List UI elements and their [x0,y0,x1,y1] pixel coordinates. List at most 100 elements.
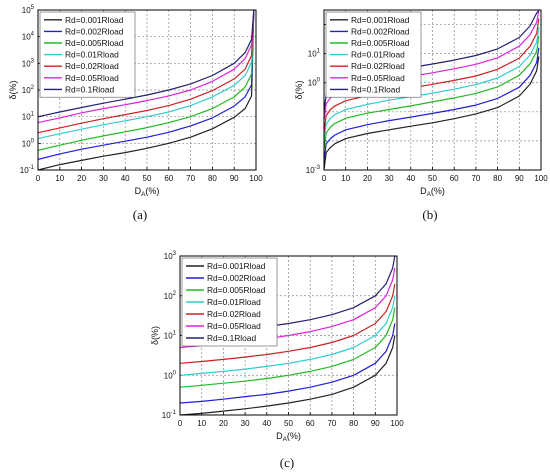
legend-label: Rd=0.002Rload [207,273,266,283]
series-line-2 [324,47,540,162]
legend-label: Rd=0.1Rload [207,333,256,343]
x-tick-label: 30 [385,174,394,183]
y-tick-label: 100 [164,370,177,380]
y-tick-label: 103 [164,251,177,261]
x-tick-label: 20 [77,174,86,183]
legend-label: Rd=0.001Rload [207,261,266,271]
x-tick-label: 20 [219,419,228,428]
plot-frame [323,9,542,171]
x-tick-label: 50 [428,174,437,183]
x-tick-label: 60 [306,419,315,428]
x-tick-label: 50 [143,174,152,183]
series-line-1 [324,56,540,170]
chart-panel-b: 0 10 20 30 40 50 60 70 80 90 100 10-3 100 101 Rd=0.001… [294,9,548,198]
y-tick-label: 100 [308,78,321,88]
y-tick-label: 10-3 [306,165,321,175]
x-tick-label: 50 [284,419,293,428]
y-tick-label: 102 [164,291,177,301]
panel-caption-c: (c) [280,455,294,470]
legend-label: Rd=0.02Rload [207,309,261,319]
legend-label: Rd=0.005Rload [207,285,266,295]
plot-frame [179,255,398,416]
x-tick-label: 60 [450,174,459,183]
x-tick-label: 40 [262,419,271,428]
panel-caption-b: (b) [422,207,437,222]
series-line-4 [324,27,540,141]
x-tick-label: 100 [534,174,548,183]
x-tick-label: 10 [197,419,206,428]
x-tick-label: 70 [471,174,480,183]
legend-label: Rd=0.01Rload [351,50,405,60]
x-tick-label: 70 [327,419,336,428]
legend-label: Rd=0.005Rload [351,38,410,48]
x-tick-label: 80 [493,174,502,183]
legend-label: Rd=0.05Rload [351,73,405,83]
legend-label: Rd=0.1Rload [65,84,114,94]
x-tick-label: 30 [241,419,250,428]
x-tick-label: 20 [363,174,372,183]
legend-label: Rd=0.02Rload [65,61,119,71]
x-tick-label: 80 [349,419,358,428]
x-tick-label: 0 [178,419,183,428]
y-axis-label: δ(%) [294,80,304,99]
series-line-5 [324,18,540,133]
y-tick-label: 100 [22,138,35,148]
legend-label: Rd=0.05Rload [65,73,119,83]
y-axis-label: δ(%) [8,80,18,99]
y-tick-label: 104 [22,32,35,42]
legend-label: Rd=0.05Rload [207,321,261,331]
plot-frame [37,9,257,171]
series-line-3 [180,307,396,388]
series-line-3 [38,10,255,151]
series-line-5 [38,10,255,134]
series-line-4 [180,295,396,376]
panel-caption-a: (a) [133,207,147,222]
legend: Rd=0.001Rload Rd=0.002Rload Rd=0.005Rload R… [181,257,278,347]
legend-label: Rd=0.005Rload [65,38,124,48]
series-line-1 [38,10,255,170]
y-tick-label: 101 [308,49,321,59]
x-tick-label: 70 [186,174,195,183]
x-axis-label: DA(%) [276,431,301,443]
y-tick-label: 101 [22,112,35,122]
x-tick-label: 0 [36,174,41,183]
x-tick-label: 10 [55,174,64,183]
y-tick-label: 105 [22,5,35,15]
x-tick-label: 30 [99,174,108,183]
legend-label: Rd=0.002Rload [351,26,410,36]
y-tick-label: 10-1 [162,410,177,420]
legend-label: Rd=0.01Rload [207,297,261,307]
x-tick-label: 100 [249,174,263,183]
x-axis-label: DA(%) [420,186,445,198]
series-line-4 [38,10,255,140]
x-axis-label: DA(%) [135,186,160,198]
legend-label: Rd=0.001Rload [65,15,124,25]
series-line-2 [38,10,255,160]
y-tick-label: 103 [22,58,35,68]
series-line-3 [324,36,540,150]
x-tick-label: 80 [208,174,217,183]
x-tick-label: 90 [371,419,380,428]
chart-panel-a: 0 10 20 30 40 50 60 70 80 90 100 10-1 100 101 102 103 10… [8,5,263,198]
y-axis-label: δ(%) [150,326,160,345]
x-tick-label: 40 [406,174,415,183]
series-line-5 [180,283,396,364]
x-tick-label: 90 [515,174,524,183]
x-tick-label: 0 [322,174,327,183]
y-tick-label: 10-1 [20,165,35,175]
series-line-2 [180,323,396,404]
series-line-7 [38,10,255,118]
y-tick-label: 102 [22,85,35,95]
legend-label: Rd=0.01Rload [65,50,119,60]
y-tick-label: 101 [164,331,177,341]
x-tick-label: 10 [341,174,350,183]
legend-label: Rd=0.02Rload [351,61,405,71]
legend-label: Rd=0.001Rload [351,15,410,25]
legend-label: Rd=0.002Rload [65,26,124,36]
legend-label: Rd=0.1Rload [351,84,400,94]
x-tick-label: 100 [390,419,404,428]
x-tick-label: 60 [164,174,173,183]
